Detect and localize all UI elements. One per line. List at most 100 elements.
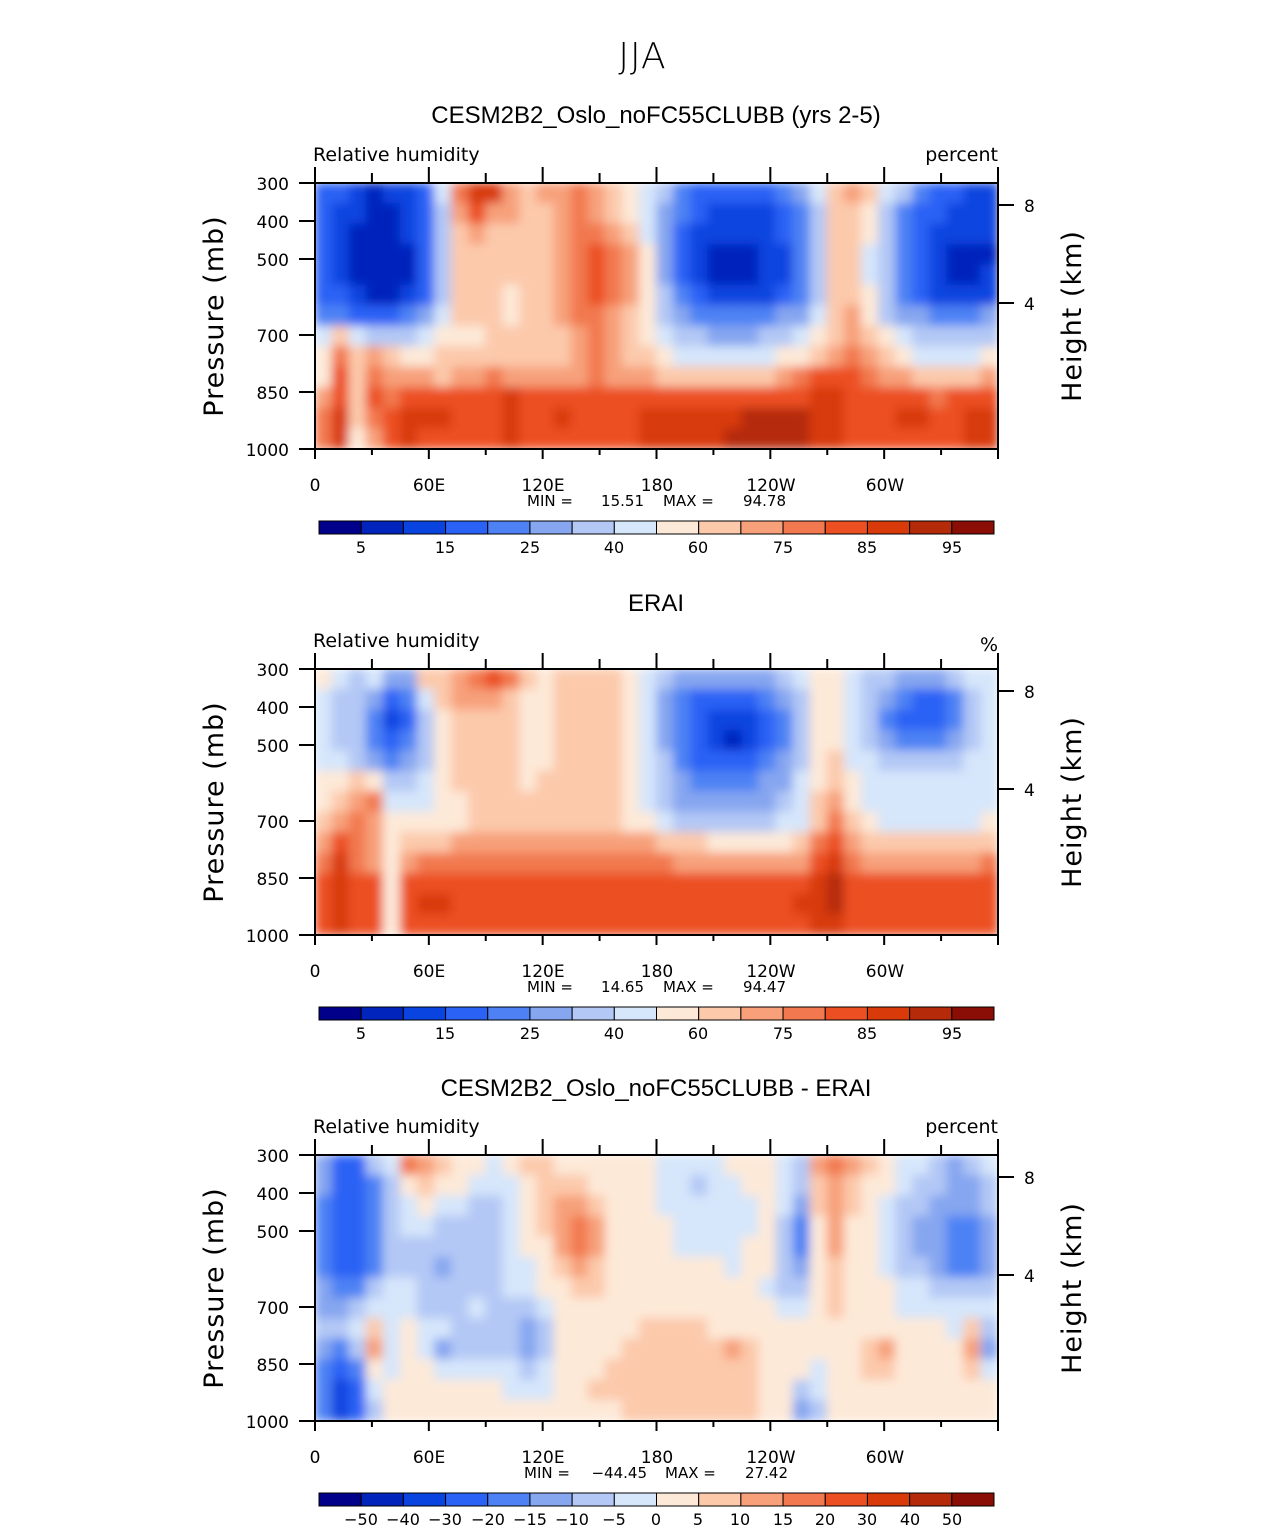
heatmap-cell — [877, 366, 897, 389]
heatmap-cell — [587, 791, 606, 813]
heatmap-cell — [382, 1236, 401, 1258]
heatmap-cell — [331, 202, 350, 225]
heatmap-cell — [741, 407, 760, 430]
heatmap-cell — [365, 243, 384, 266]
heatmap-cell — [963, 1236, 982, 1258]
heatmap-cell — [348, 1256, 367, 1279]
colorbar-label: 40 — [604, 1024, 624, 1043]
heatmap-cell — [348, 284, 367, 307]
heatmap-cell — [946, 873, 965, 895]
heatmap-cell — [536, 183, 555, 204]
heatmap-cell — [621, 709, 640, 731]
heatmap-cell — [331, 688, 350, 711]
heatmap-cell — [860, 1318, 879, 1340]
panel-model: CESM2B2_Oslo_noFC55CLUBB (yrs 2-5) Relat… — [199, 102, 1088, 557]
heatmap-cell — [707, 1236, 726, 1258]
heatmap-cell — [809, 1318, 828, 1340]
heatmap-cell — [468, 1277, 487, 1299]
heatmap-cell — [690, 346, 709, 368]
heatmap-cell — [877, 811, 897, 834]
heatmap-cell — [365, 873, 384, 895]
heatmap-cell — [502, 1318, 521, 1340]
heatmap-cell — [399, 750, 418, 772]
heatmap-cell — [724, 346, 743, 368]
heatmap-cell — [690, 387, 709, 409]
heatmap-cell — [570, 688, 589, 711]
heatmap-cell — [570, 1195, 589, 1217]
heatmap-cell — [741, 1215, 760, 1238]
heatmap-cell — [553, 852, 572, 875]
colorbar-label: 60 — [688, 538, 708, 557]
heatmap-cell — [519, 729, 538, 752]
heatmap-cell — [434, 407, 453, 430]
colorbar — [318, 1006, 995, 1021]
heatmap-cell — [331, 264, 350, 286]
heatmap-cell — [416, 1236, 436, 1258]
heatmap-cell — [315, 325, 333, 348]
heatmap-cell — [638, 264, 657, 286]
heatmap-cell — [877, 709, 897, 731]
heatmap-cell — [912, 852, 931, 875]
heatmap-cell — [946, 893, 965, 916]
colorbar-swatch — [360, 1006, 404, 1021]
heatmap-cell — [690, 1297, 709, 1320]
heatmap-cell — [929, 1359, 948, 1381]
heatmap-cell — [434, 1359, 453, 1381]
heatmap-cell — [382, 709, 401, 731]
heatmap-cell — [451, 1277, 470, 1299]
heatmap-cell — [895, 428, 914, 449]
heatmap-cell — [980, 243, 998, 266]
heatmap-cell — [980, 346, 998, 368]
heatmap-cell — [451, 1256, 470, 1279]
heatmap-cell — [587, 325, 606, 348]
heatmap-cell — [502, 669, 521, 690]
heatmap-cell — [468, 1256, 487, 1279]
heatmap-cell — [741, 791, 760, 813]
heatmap-cell — [621, 1277, 640, 1299]
colorbar-swatch — [698, 1006, 742, 1021]
heatmap-cell — [502, 1400, 521, 1421]
heatmap-cell — [792, 202, 811, 225]
heatmap-cell — [587, 202, 606, 225]
heatmap-cell — [331, 1155, 350, 1176]
heatmap-cell — [604, 1236, 623, 1258]
heatmap-cell — [741, 1318, 760, 1340]
heatmap-cell — [929, 1215, 948, 1238]
heatmap-cell — [348, 1215, 367, 1238]
heatmap-cell — [792, 893, 811, 916]
heatmap-cell — [434, 1297, 453, 1320]
heatmap-cell — [656, 1215, 675, 1238]
heatmap-cell — [536, 873, 555, 895]
heatmap-cell — [895, 1338, 914, 1361]
heatmap-cell — [638, 750, 657, 772]
heatmap-cell — [860, 1195, 879, 1217]
heatmap-cell — [553, 183, 572, 204]
heatmap-cell — [775, 688, 794, 711]
heatmap-cell — [485, 346, 504, 368]
heatmap-cell — [860, 387, 879, 409]
heatmap-cell — [741, 729, 760, 752]
heatmap-cell — [382, 688, 401, 711]
heatmap-cell — [929, 811, 948, 834]
heatmap-cell — [877, 387, 897, 409]
heatmap-cell — [604, 346, 623, 368]
heatmap-cell — [809, 729, 828, 752]
heatmap-cell — [621, 811, 640, 834]
heatmap-cell — [758, 1338, 777, 1361]
colorbar-label: 40 — [900, 1510, 920, 1529]
heatmap-cell — [434, 709, 453, 731]
heatmap-cell — [434, 243, 453, 266]
heatmap-cell — [895, 1256, 914, 1279]
heatmap-cell — [434, 1174, 453, 1197]
heatmap-cell — [895, 1277, 914, 1299]
heatmap-cell — [519, 1215, 538, 1238]
heatmap-cell — [604, 688, 623, 711]
heatmap-cell — [929, 791, 948, 813]
heatmap-cell — [860, 1338, 879, 1361]
heatmap-cell — [348, 1195, 367, 1217]
heatmap-cell — [553, 873, 572, 895]
heatmap-field — [315, 183, 998, 449]
heatmap-cell — [519, 852, 538, 875]
heatmap-cell — [570, 729, 589, 752]
heatmap-cell — [690, 243, 709, 266]
